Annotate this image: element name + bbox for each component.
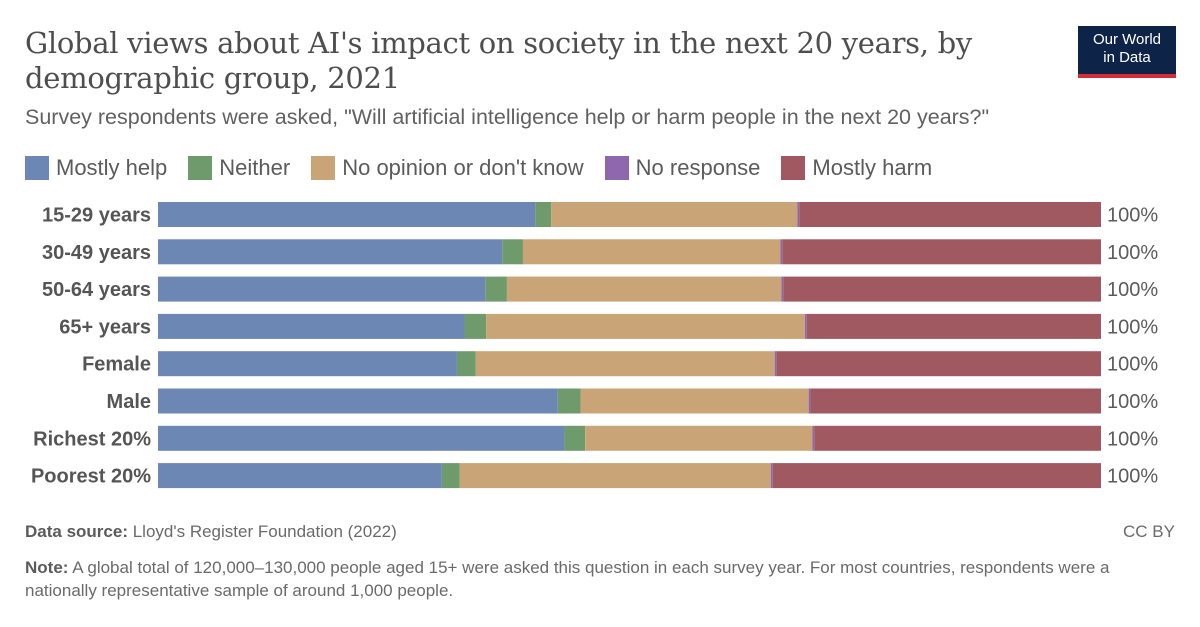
legend-label: Mostly help (56, 155, 168, 180)
bar-neither[interactable] (502, 239, 523, 265)
bar-neither[interactable] (557, 388, 581, 414)
bar-no-response[interactable] (780, 239, 783, 265)
chart-title: Global views about AI's impact on societ… (25, 26, 972, 95)
legend-label: Neither (219, 155, 291, 180)
logo-line-1: Our World (1092, 31, 1162, 48)
stacked-bar-chart: 15-29 years 100% 30-49 years 100% 50-64 year… (31, 202, 1158, 489)
total-label: 100% (1107, 279, 1158, 301)
bar-no-response[interactable] (781, 276, 784, 302)
note-text: A global total of 120,000–130,000 people… (25, 558, 1110, 600)
bar-mostly-help[interactable] (158, 202, 536, 227)
category-label: 65+ years (59, 316, 151, 338)
legend-item-neither[interactable]: Neither (188, 155, 290, 181)
bar-no-response[interactable] (808, 388, 811, 414)
bar-neither[interactable] (464, 313, 487, 339)
bar-mostly-help[interactable] (158, 313, 465, 339)
bar-no-opinion-or-don-t-know[interactable] (506, 276, 782, 302)
total-label: 100% (1107, 354, 1158, 376)
bar-no-opinion-or-don-t-know[interactable] (459, 463, 771, 489)
bar-mostly-harm[interactable] (814, 425, 1101, 451)
legend-label: No opinion or don't know (342, 155, 584, 180)
bar-no-opinion-or-don-t-know[interactable] (580, 388, 809, 414)
owid-logo[interactable]: Our World in Data (1078, 26, 1176, 78)
bar-mostly-harm[interactable] (806, 313, 1101, 339)
legend-item-no-response[interactable]: No response (604, 155, 761, 181)
bar-no-response[interactable] (804, 313, 807, 339)
total-label: 100% (1107, 242, 1158, 264)
data-source: Data source: Lloyd's Register Foundation… (25, 522, 397, 542)
bar-neither[interactable] (441, 463, 460, 489)
bar-mostly-help[interactable] (158, 425, 565, 451)
note-label: Note: (25, 558, 69, 577)
bar-mostly-help[interactable] (158, 276, 486, 302)
bar-mostly-help[interactable] (158, 388, 558, 414)
chart-legend: Mostly help Neither No opinion or don't kn… (25, 153, 953, 183)
legend-item-mostly-help[interactable]: Mostly help (25, 155, 167, 181)
legend-item-mostly-harm[interactable]: Mostly harm (781, 155, 932, 181)
total-label: 100% (1107, 205, 1158, 227)
bar-no-opinion-or-don-t-know[interactable] (551, 202, 798, 227)
bar-no-opinion-or-don-t-know[interactable] (486, 313, 805, 339)
legend-swatch (311, 156, 336, 180)
bar-neither[interactable] (485, 276, 507, 302)
bar-no-opinion-or-don-t-know[interactable] (522, 239, 781, 265)
legend-label: No response (635, 155, 761, 180)
legend-label: Mostly harm (812, 155, 933, 180)
bar-mostly-harm[interactable] (782, 239, 1101, 265)
chart-subtitle: Survey respondents were asked, "Will art… (25, 105, 990, 129)
bar-no-opinion-or-don-t-know[interactable] (475, 351, 775, 377)
total-label: 100% (1107, 316, 1158, 338)
bar-mostly-help[interactable] (158, 239, 503, 265)
license-link[interactable]: CC BY (1123, 522, 1175, 541)
bar-no-opinion-or-don-t-know[interactable] (585, 425, 813, 451)
legend-swatch (188, 156, 213, 180)
category-label: Richest 20% (33, 428, 151, 450)
category-label: Poorest 20% (31, 466, 151, 488)
bar-mostly-harm[interactable] (783, 276, 1101, 302)
bar-mostly-harm[interactable] (772, 463, 1101, 489)
category-label: 50-64 years (42, 279, 151, 301)
category-label: Female (82, 354, 151, 376)
bar-neither[interactable] (535, 202, 552, 227)
logo-line-2: in Data (1103, 49, 1151, 66)
total-label: 100% (1107, 466, 1158, 488)
legend-swatch (604, 156, 629, 180)
bar-no-response[interactable] (770, 463, 773, 489)
bar-mostly-help[interactable] (158, 463, 442, 489)
total-label: 100% (1107, 428, 1158, 450)
bar-mostly-help[interactable] (158, 351, 457, 377)
bar-neither[interactable] (456, 351, 476, 377)
category-label: 15-29 years (42, 205, 151, 227)
bar-mostly-harm[interactable] (799, 202, 1101, 227)
category-label: Male (107, 391, 151, 413)
data-source-label: Data source: (25, 522, 128, 541)
category-label: 30-49 years (42, 242, 151, 264)
chart-note: Note: A global total of 120,000–130,000 … (25, 556, 1175, 602)
bar-no-response[interactable] (774, 351, 777, 377)
total-label: 100% (1107, 391, 1158, 413)
bar-no-response[interactable] (812, 425, 815, 451)
bar-mostly-harm[interactable] (810, 388, 1101, 414)
bar-mostly-harm[interactable] (776, 351, 1101, 377)
bar-neither[interactable] (564, 425, 586, 451)
legend-swatch (25, 156, 49, 180)
data-source-link[interactable]: Lloyd's Register Foundation (2022) (132, 522, 397, 541)
bar-no-response[interactable] (797, 202, 800, 227)
legend-swatch (781, 156, 806, 180)
legend-item-no-opinion-or-don-t-know[interactable]: No opinion or don't know (311, 155, 584, 181)
